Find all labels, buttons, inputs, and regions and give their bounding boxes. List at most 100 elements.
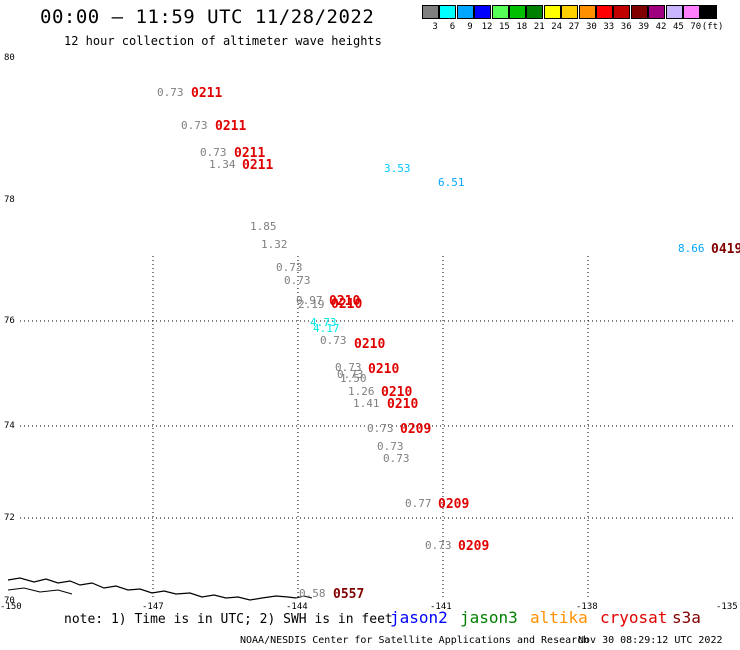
credit-text: NOAA/NESDIS Center for Satellite Applica… — [240, 635, 590, 646]
colorbar-swatch — [561, 5, 579, 19]
units-note: note: 1) Time is in UTC; 2) SWH is in fe… — [64, 612, 393, 627]
observation-time: 0210 — [381, 385, 412, 400]
legend-s3a: s3a — [672, 608, 701, 627]
swh-value: 1.50 — [340, 372, 367, 385]
observation-time: 0211 — [191, 86, 222, 101]
generated-timestamp: Nov 30 08:29:12 UTC 2022 — [578, 635, 723, 646]
observation-time: 0210 — [331, 297, 362, 312]
colorbar-swatch — [665, 5, 683, 19]
colorbar-swatch — [491, 5, 509, 19]
colorbar-label: 3 — [432, 22, 438, 32]
colorbar-swatch — [578, 5, 596, 19]
swh-value: 1.85 — [250, 220, 277, 233]
swh-value: 0.73 — [200, 146, 227, 159]
swh-value: 0.73 — [181, 119, 208, 132]
legend-jason3: jason3 — [460, 608, 518, 627]
swh-value: 3.53 — [384, 162, 411, 175]
colorbar-label: 24 — [551, 22, 563, 32]
colorbar-swatch — [509, 5, 526, 19]
lat-tick-label: 74 — [4, 421, 15, 431]
colorbar-swatch — [648, 5, 666, 19]
colorbar-swatch — [613, 5, 631, 19]
colorbar-swatch — [596, 5, 613, 19]
observation-time: 0209 — [438, 497, 469, 512]
lat-tick-label: 72 — [4, 513, 15, 523]
colorbar-label: 12 — [481, 22, 493, 32]
map-title: 00:00 – 11:59 UTC 11/28/2022 — [40, 6, 375, 28]
observation-time: 0209 — [400, 422, 431, 437]
swh-value: 0.97 — [296, 294, 323, 307]
swh-value: 0.77 — [405, 497, 432, 510]
colorbar-swatch — [474, 5, 492, 19]
axis-ticks: 80 78 76 74 72 70-150 -147 -144 -141 -138 -135 — [0, 53, 738, 612]
lon-tick-label: -138 — [576, 602, 598, 612]
colorbar-label: 15 — [499, 22, 510, 32]
swh-value: 1.34 — [209, 158, 236, 171]
colorbar-label: 9 — [467, 22, 473, 32]
colorbar-label: 42 — [655, 22, 667, 32]
swh-value: 0.73 — [284, 274, 311, 287]
swh-value: 0.73 — [377, 440, 404, 453]
observation-time: 0209 — [458, 539, 489, 554]
lon-tick-label: -144 — [286, 602, 308, 612]
swh-value: 0.58 — [299, 587, 326, 600]
swh-value: 0.73 — [425, 539, 452, 552]
swh-value: 1.41 — [353, 397, 380, 410]
legend-cryosat: cryosat — [600, 608, 668, 627]
colorbar-swatch — [683, 5, 700, 19]
observation-time: 0210 — [387, 397, 418, 412]
lon-tick-label: -150 — [0, 602, 22, 612]
lon-tick-label: -135 — [716, 602, 738, 612]
colorbar-swatch — [456, 5, 474, 19]
swh-value: 4.17 — [313, 322, 340, 335]
observation-time: 0210 — [354, 337, 385, 352]
colorbar-swatch — [543, 5, 561, 19]
legend-altika: altika — [530, 608, 588, 627]
swh-value: 0.73 — [367, 422, 394, 435]
coastline — [7, 577, 313, 601]
swh-value: 2.19 — [298, 298, 325, 311]
grid-lines — [20, 256, 734, 600]
lon-tick-label: -147 — [142, 602, 164, 612]
colorbar-swatch — [700, 5, 718, 19]
colorbar-label: 36 — [620, 22, 632, 32]
swh-value: 1.32 — [261, 238, 288, 251]
observation-time: 0211 — [215, 119, 246, 134]
observation-time: 0557 — [333, 587, 364, 602]
colorbar-unit: (ft) — [701, 22, 724, 32]
colorbar-label: 18 — [516, 22, 528, 32]
lat-tick-label: 70 — [4, 596, 15, 606]
colorbar-label: 30 — [586, 22, 597, 32]
colorbar-swatch — [422, 5, 439, 19]
colorbar-swatch — [630, 5, 648, 19]
swh-value: 0.73 — [276, 261, 303, 274]
swh-value: 1.26 — [348, 385, 375, 398]
observation-time: 0211 — [234, 146, 265, 161]
lat-tick-label: 78 — [4, 195, 15, 205]
colorbar-label: 27 — [568, 22, 580, 32]
swh-value: 0.73 — [335, 361, 362, 374]
colorbar-label: 33 — [603, 22, 615, 32]
colorbar-label: 45 — [673, 22, 684, 32]
legend-jason2: jason2 — [390, 608, 448, 627]
colorbar-label: 6 — [449, 22, 456, 32]
colorbar-swatch — [439, 5, 457, 19]
coastline-path — [7, 577, 297, 601]
colorbar-swatch — [526, 5, 544, 19]
map-subtitle: 12 hour collection of altimeter wave hei… — [64, 34, 382, 48]
colorbar-label: 39 — [638, 22, 650, 32]
observation-time: 0210 — [329, 294, 360, 309]
swh-value: 0.73 — [157, 86, 184, 99]
lon-tick-label: -141 — [430, 602, 452, 612]
colorbar-label: 21 — [533, 22, 545, 32]
observation-time: 0210 — [368, 362, 399, 377]
swh-value: 4.73 — [310, 316, 337, 329]
coastline-path — [295, 595, 313, 599]
coastline-path — [7, 587, 73, 595]
observation-time: 0211 — [242, 158, 273, 173]
swh-value: 0.73 — [337, 368, 364, 381]
lat-tick-label: 80 — [4, 53, 15, 63]
